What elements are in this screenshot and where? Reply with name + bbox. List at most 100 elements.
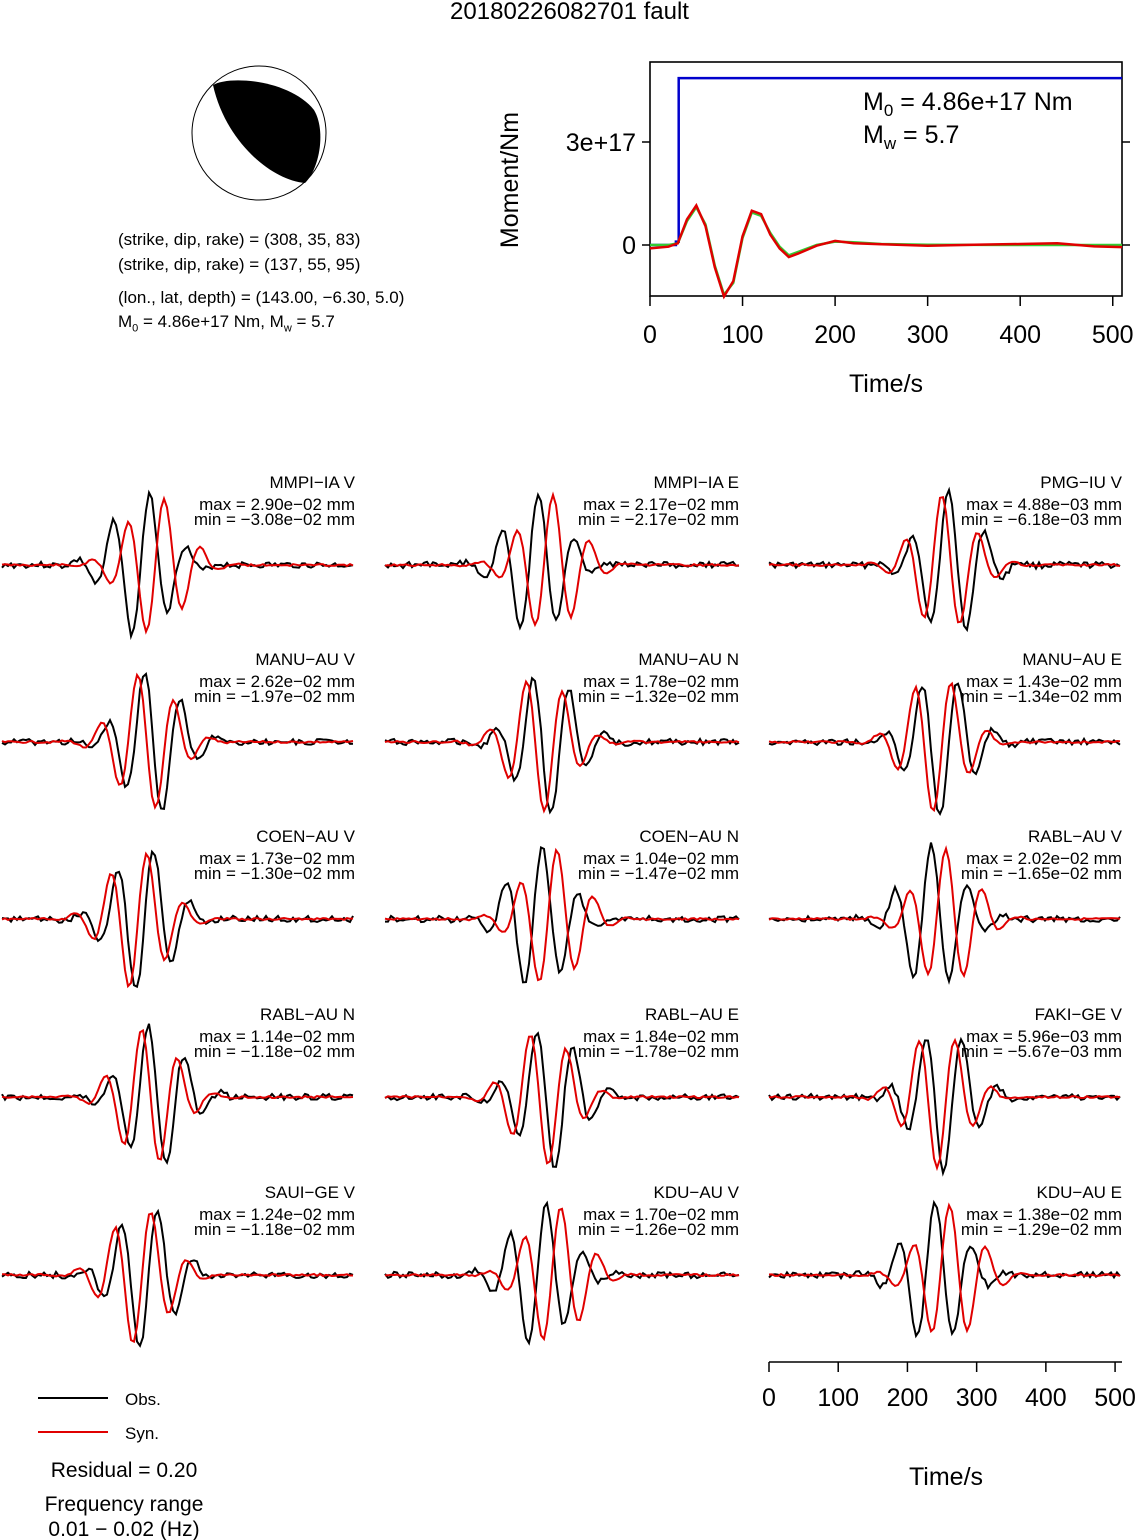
event-magnitude: M0 = 4.86e+17 Nm, Mw = 5.7: [118, 312, 335, 335]
moment-ytick-label: 0: [622, 232, 636, 260]
moment-xtick-label: 200: [814, 321, 856, 349]
synthetic-waveform: [384, 679, 740, 814]
waveform-time-axis: Time/s 0 100 200 300 400 500: [762, 1361, 1136, 1491]
trace-station-label: PMG−IU V: [1040, 473, 1122, 492]
trace-min-label: min = −1.34e−02 mm: [961, 687, 1122, 706]
moment-series-1: [650, 204, 1122, 298]
trace-min-label: min = −1.97e−02 mm: [194, 687, 355, 706]
moment-xlabel: Time/s: [849, 370, 923, 398]
trace-max-label: max = 1.04e−02 mm: [583, 849, 739, 868]
waveform-xtick-label: 100: [817, 1384, 859, 1412]
observed-waveform: [1, 489, 354, 641]
trace-station-label: KDU−AU V: [654, 1183, 740, 1202]
trace-max-label: max = 1.24e−02 mm: [199, 1205, 355, 1224]
synthetic-waveform: [768, 1202, 1121, 1334]
observed-waveform: [1, 1023, 354, 1165]
trace-max-label: max = 4.88e−03 mm: [966, 495, 1122, 514]
waveform-xtick-label: 300: [956, 1384, 998, 1412]
trace-station-label: MANU−AU N: [638, 650, 739, 669]
trace-max-label: max = 2.02e−02 mm: [966, 849, 1122, 868]
legend-syn-label: Syn.: [125, 1424, 159, 1443]
waveform-xtick-label: 0: [762, 1384, 776, 1412]
trace-max-label: max = 1.14e−02 mm: [199, 1027, 355, 1046]
synthetic-waveform: [768, 845, 1121, 979]
synthetic-waveform: [384, 1035, 739, 1165]
trace-min-label: min = −1.65e−02 mm: [961, 864, 1122, 883]
figure-title: 20180226082701 fault: [450, 0, 689, 25]
moment-ylabel: Moment/Nm: [496, 112, 524, 248]
trace-min-label: min = −1.29e−02 mm: [961, 1220, 1122, 1239]
trace-min-label: min = −1.32e−02 mm: [578, 687, 739, 706]
moment-series-2: [649, 202, 1123, 300]
moment-plot-frame: [649, 61, 1123, 297]
trace-max-label: max = 2.90e−02 mm: [199, 495, 355, 514]
trace-station-label: RABL−AU N: [260, 1005, 355, 1024]
trace-max-label: max = 2.62e−02 mm: [199, 672, 355, 691]
trace-max-label: max = 1.43e−02 mm: [966, 672, 1122, 691]
observed-waveform: [1, 1208, 354, 1348]
synthetic-waveform: [1, 672, 354, 811]
residual-text: Residual = 0.20: [51, 1459, 198, 1482]
trace-station-label: KDU−AU E: [1037, 1183, 1123, 1202]
waveform-xtick-label: 200: [887, 1384, 929, 1412]
trace-station-label: FAKI−GE V: [1035, 1005, 1123, 1024]
trace-max-label: max = 1.78e−02 mm: [583, 672, 739, 691]
event-location: (lon., lat, depth) = (143.00, −6.30, 5.0…: [118, 288, 405, 307]
trace-min-label: min = −1.47e−02 mm: [578, 864, 739, 883]
moment-xtick-label: 100: [722, 321, 764, 349]
frequency-range-value: 0.01 − 0.02 (Hz): [48, 1518, 199, 1540]
trace-station-label: SAUI−GE V: [265, 1183, 356, 1202]
synthetic-waveform: [768, 681, 1121, 813]
moment-m0-annotation: M0 = 4.86e+17 Nm: [863, 88, 1073, 120]
trace-station-label: RABL−AU E: [645, 1005, 739, 1024]
trace-station-label: MMPI−IA E: [654, 473, 740, 492]
legend-obs-label: Obs.: [125, 1390, 161, 1409]
trace-station-label: COEN−AU V: [256, 827, 355, 846]
trace-station-label: RABL−AU V: [1028, 827, 1123, 846]
synthetic-waveform: [384, 1207, 740, 1342]
synthetic-waveform: [1, 495, 354, 635]
moment-xtick-label: 0: [643, 321, 657, 349]
trace-min-label: min = −1.78e−02 mm: [578, 1042, 739, 1061]
trace-max-label: max = 1.38e−02 mm: [966, 1205, 1122, 1224]
waveform-xlabel: Time/s: [909, 1463, 983, 1491]
trace-station-label: MMPI−IA V: [270, 473, 356, 492]
trace-max-label: max = 1.70e−02 mm: [583, 1205, 739, 1224]
focal-plane-2: (strike, dip, rake) = (137, 55, 95): [118, 255, 361, 274]
trace-min-label: min = −1.18e−02 mm: [194, 1220, 355, 1239]
trace-min-label: min = −1.18e−02 mm: [194, 1042, 355, 1061]
trace-max-label: max = 5.96e−03 mm: [966, 1027, 1122, 1046]
trace-min-label: min = −2.17e−02 mm: [578, 510, 739, 529]
focal-plane-1: (strike, dip, rake) = (308, 35, 83): [118, 230, 361, 249]
legend: Obs. Syn. Residual = 0.20 Frequency rang…: [38, 1390, 203, 1540]
trace-min-label: min = −6.18e−03 mm: [961, 510, 1122, 529]
moment-panel: 0 3e+17 0 100 200 300 400 500 Time/s Moment/Nm…: [496, 61, 1134, 398]
trace-station-label: MANU−AU V: [255, 650, 355, 669]
synthetic-waveform: [384, 847, 740, 982]
synthetic-waveform: [768, 496, 1121, 624]
frequency-range-title: Frequency range: [45, 1493, 204, 1516]
synthetic-waveform: [768, 1037, 1121, 1172]
moment-mw-annotation: Mw = 5.7: [863, 121, 959, 153]
trace-max-label: max = 2.17e−02 mm: [583, 495, 739, 514]
waveform-xtick-label: 400: [1025, 1384, 1067, 1412]
synthetic-waveform: [1, 1212, 353, 1344]
moment-xtick-label: 500: [1092, 321, 1134, 349]
trace-min-label: min = −1.26e−02 mm: [578, 1220, 739, 1239]
trace-min-label: min = −3.08e−02 mm: [194, 510, 355, 529]
